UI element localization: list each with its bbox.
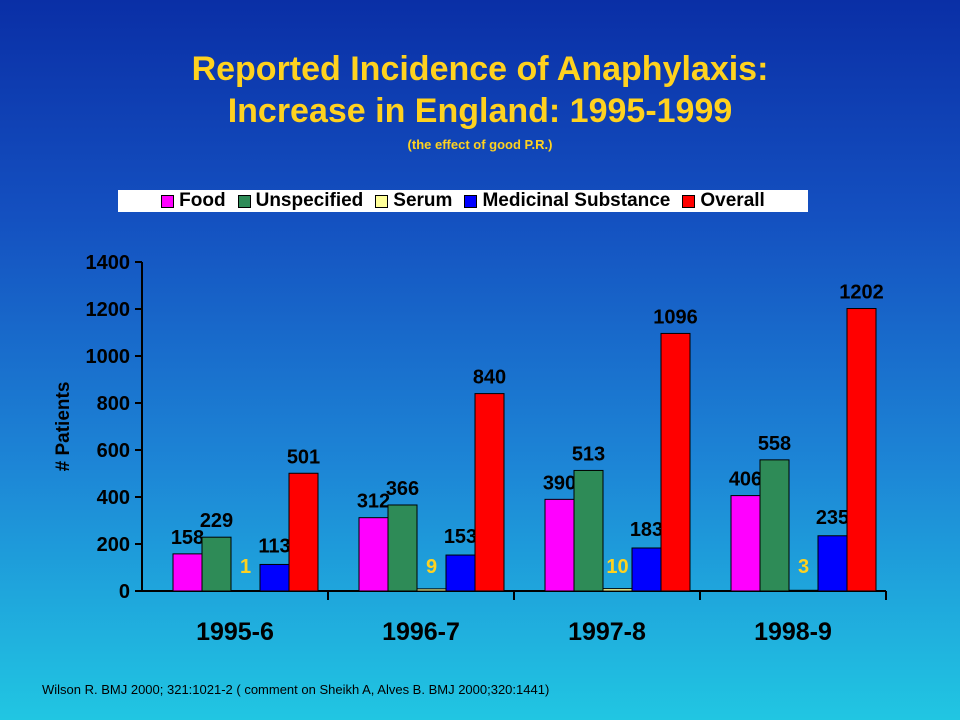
y-tick-label: 400	[97, 487, 130, 509]
data-label-unspecified: 366	[386, 478, 419, 500]
data-label-medicinal-substance: 113	[258, 535, 290, 557]
data-label-medicinal-substance: 235	[816, 507, 849, 529]
y-axis-label: # Patients	[53, 382, 74, 472]
legend-item-serum: Serum	[375, 190, 452, 212]
legend-label-overall: Overall	[700, 190, 765, 211]
bar-food	[730, 495, 761, 592]
y-tick-label: 1200	[86, 299, 131, 321]
legend-label-unspecified: Unspecified	[255, 190, 364, 211]
bar-overall	[474, 393, 505, 592]
y-tick-label: 0	[119, 581, 130, 603]
data-label-unspecified: 229	[200, 510, 233, 532]
chart-legend: Food Unspecified Serum Medicinal Substan…	[118, 190, 808, 212]
data-label-serum: 10	[606, 556, 628, 578]
bar-food	[172, 553, 203, 592]
data-label-serum: 3	[798, 556, 809, 578]
bar-medicinal-substance	[259, 563, 290, 592]
chart-subtitle: Increase in England: 1995-1999	[227, 92, 733, 130]
bar-unspecified	[201, 536, 232, 592]
legend-item-medicinal: Medicinal Substance	[464, 190, 670, 212]
x-tick-label: 1995-6	[196, 618, 274, 646]
data-label-overall: 501	[287, 446, 320, 468]
legend-label-food: Food	[179, 190, 226, 211]
chart-note: (the effect of good P.R.)	[407, 137, 553, 152]
bar-medicinal-substance	[817, 535, 848, 592]
legend-item-overall: Overall	[682, 190, 765, 212]
x-tick-label: 1997-8	[568, 618, 646, 646]
legend-swatch-food	[161, 194, 175, 208]
bar-serum	[602, 588, 633, 592]
legend-item-food: Food	[161, 190, 226, 212]
bar-serum	[416, 588, 447, 592]
bar-food	[358, 517, 389, 592]
chart-title: Reported Incidence of Anaphylaxis:	[191, 50, 769, 88]
data-label-food: 158	[171, 527, 204, 549]
data-label-medicinal-substance: 153	[444, 526, 477, 548]
legend-swatch-serum	[375, 194, 389, 208]
bar-overall	[660, 332, 691, 592]
data-label-food: 390	[543, 472, 576, 494]
bar-medicinal-substance	[445, 554, 476, 592]
legend-swatch-unspecified	[237, 194, 251, 208]
bar-serum	[788, 589, 819, 592]
bar-medicinal-substance	[631, 547, 662, 592]
data-label-medicinal-substance: 183	[630, 519, 663, 541]
bar-serum	[230, 590, 261, 592]
bar-unspecified	[573, 469, 604, 592]
legend-label-serum: Serum	[393, 190, 453, 211]
bar-food	[544, 498, 575, 592]
citation: Wilson R. BMJ 2000; 321:1021-2 ( comment…	[42, 682, 550, 697]
x-tick-label: 1998-9	[754, 618, 832, 646]
bar-overall	[846, 308, 877, 592]
y-tick-label: 800	[97, 393, 130, 415]
x-tick-label: 1996-7	[382, 618, 460, 646]
data-label-overall: 1202	[839, 282, 884, 304]
data-label-food: 406	[729, 469, 762, 491]
bar-overall	[288, 472, 319, 592]
y-tick-label: 1000	[86, 346, 131, 368]
data-label-overall: 840	[473, 367, 506, 389]
legend-label-medicinal: Medicinal Substance	[482, 190, 671, 211]
data-label-food: 312	[357, 491, 390, 513]
data-label-overall: 1096	[653, 306, 698, 328]
legend-swatch-overall	[682, 194, 696, 208]
bar-unspecified	[387, 504, 418, 592]
data-label-unspecified: 513	[572, 443, 605, 465]
y-tick-label: 200	[97, 534, 130, 556]
data-label-serum: 9	[426, 556, 437, 578]
y-tick-label: 600	[97, 440, 130, 462]
bar-unspecified	[759, 459, 790, 592]
data-label-serum: 1	[240, 556, 251, 578]
legend-swatch-medicinal	[464, 194, 478, 208]
legend-item-unspecified: Unspecified	[237, 190, 364, 212]
y-tick-label: 1400	[86, 252, 131, 274]
data-label-unspecified: 558	[758, 433, 791, 455]
